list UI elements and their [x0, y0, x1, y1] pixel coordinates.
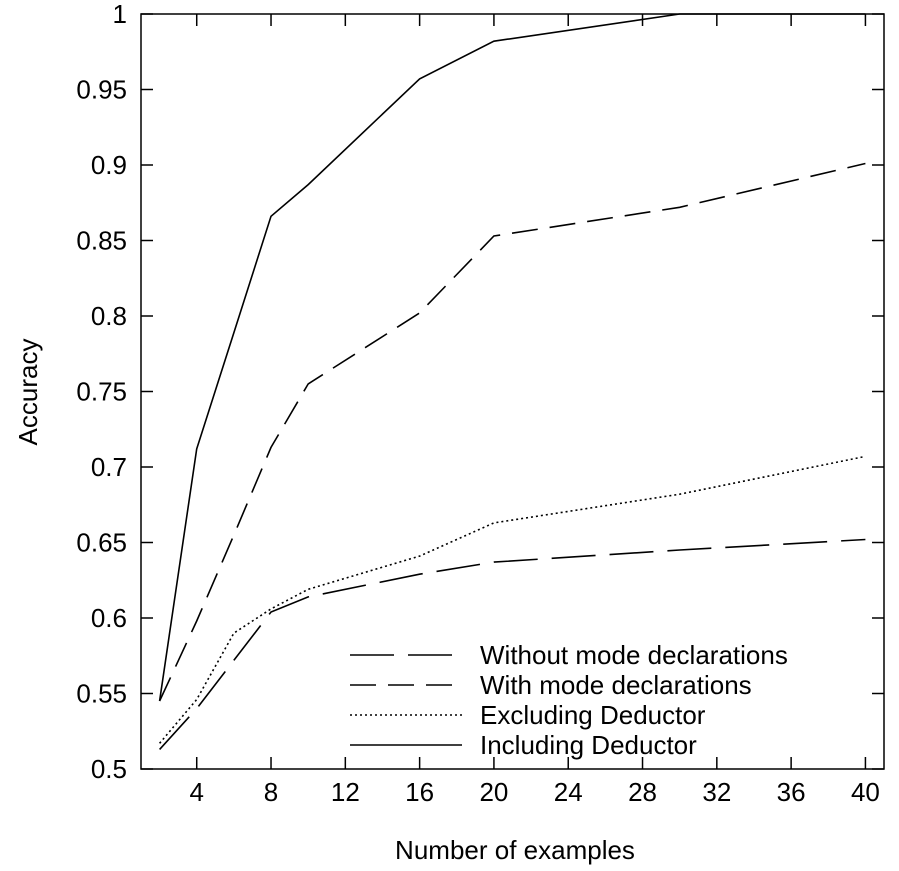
series-line-dash: [158, 162, 866, 702]
y-tick-label: 0.7: [91, 452, 127, 482]
x-axis-title: Number of examples: [395, 835, 635, 865]
y-tick-label: 0.8: [91, 301, 127, 331]
y-tick-label: 0.55: [76, 679, 127, 709]
legend-label: Including Deductor: [480, 730, 697, 760]
x-tick-label: 16: [405, 777, 434, 807]
series-line-long-dash: [159, 538, 866, 750]
legend-label: Excluding Deductor: [480, 700, 706, 730]
y-tick-label: 0.65: [76, 528, 127, 558]
y-tick-label: 0.75: [76, 377, 127, 407]
y-tick-label: 0.5: [91, 754, 127, 784]
y-tick-label: 0.9: [91, 150, 127, 180]
y-tick-label: 0.95: [76, 75, 127, 105]
y-tick-label: 0.85: [76, 226, 127, 256]
x-tick-label: 20: [479, 777, 508, 807]
x-tick-label: 28: [628, 777, 657, 807]
y-axis-title: Accuracy: [13, 339, 43, 446]
series-line-solid: [158, 13, 866, 702]
series-layer: [158, 13, 866, 750]
x-tick-label: 36: [777, 777, 806, 807]
legend-label: With mode declarations: [480, 670, 752, 700]
x-tick-label: 4: [189, 777, 203, 807]
y-tick-label: 1: [113, 0, 127, 29]
x-tick-label: 24: [554, 777, 583, 807]
x-tick-label: 8: [264, 777, 278, 807]
x-tick-label: 32: [702, 777, 731, 807]
legend-label: Without mode declarations: [480, 640, 788, 670]
x-tick-label: 40: [851, 777, 880, 807]
x-tick-label: 12: [331, 777, 360, 807]
y-tick-label: 0.6: [91, 603, 127, 633]
ticks-layer: 4 8 12 16 20 24 28 32 36 40 0.5 0.55 0.6 0.65 0.7 0.75 0…: [76, 0, 884, 807]
